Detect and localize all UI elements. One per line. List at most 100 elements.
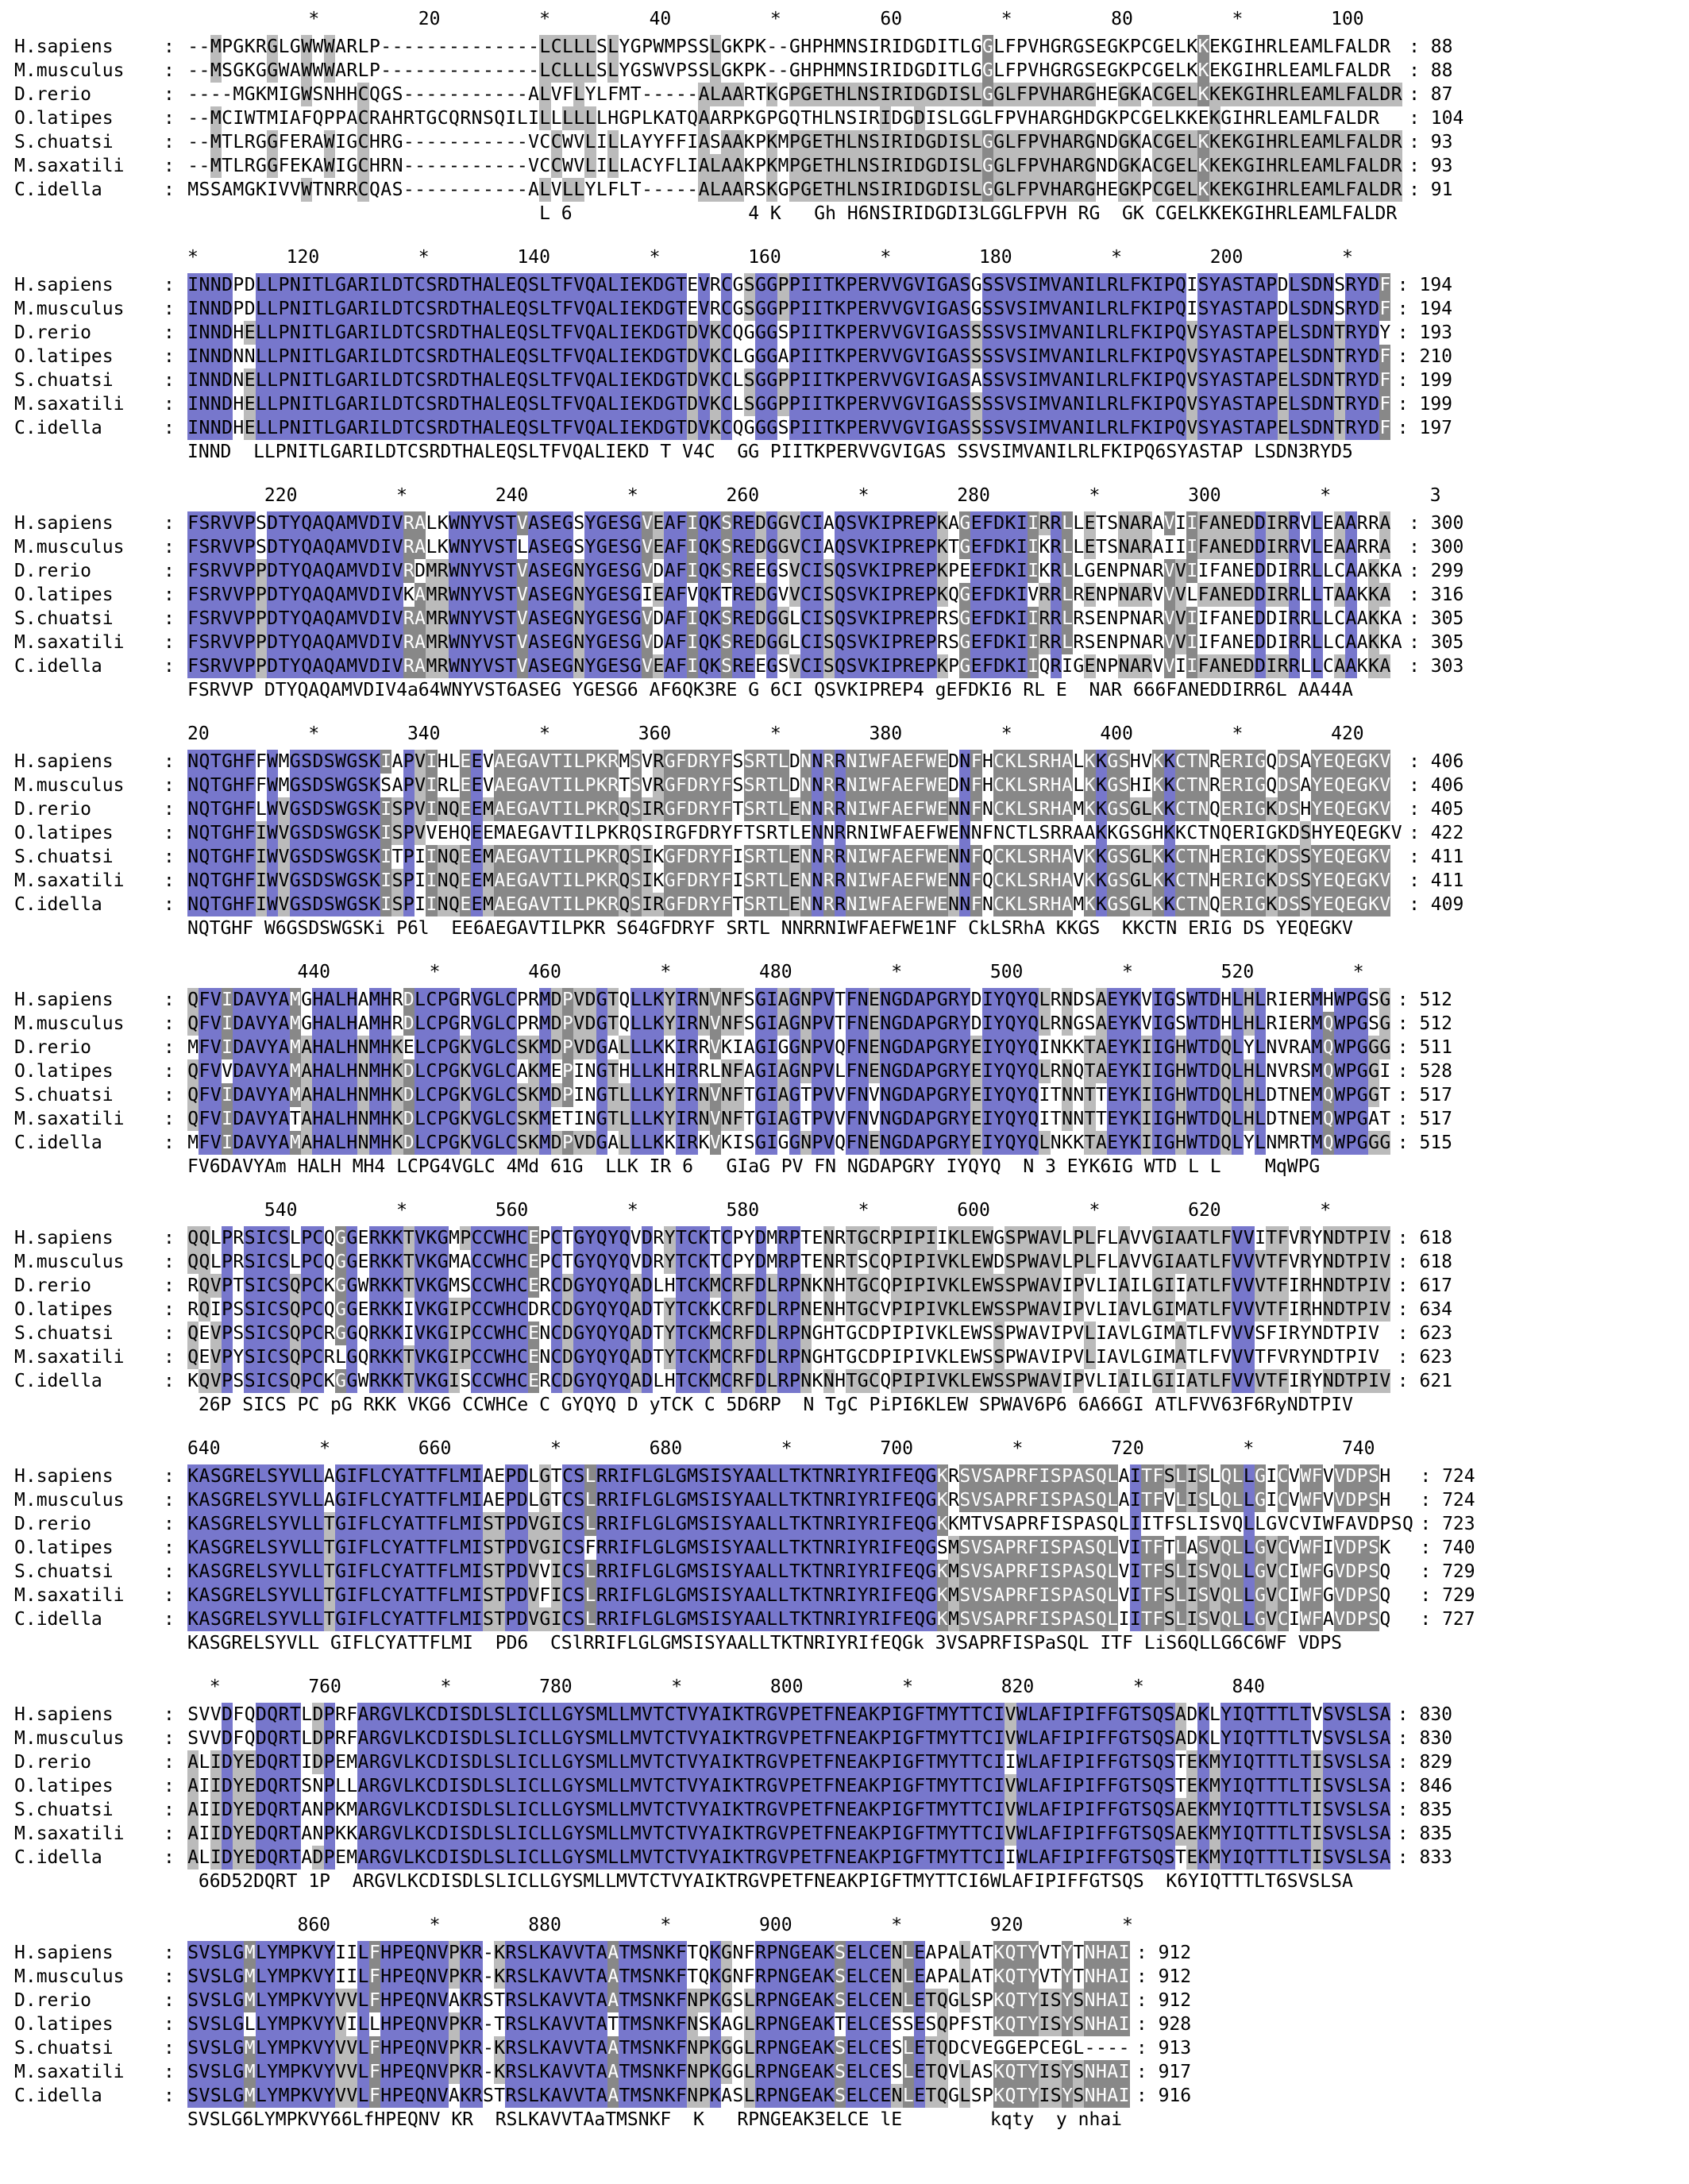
residue: N: [800, 1012, 812, 1036]
residue: -: [415, 60, 426, 81]
residue: V: [528, 132, 539, 152]
residue: V: [970, 1464, 982, 1488]
residue: A: [199, 1512, 210, 1536]
residue: W: [1333, 1059, 1346, 1083]
residue: F: [1005, 60, 1016, 81]
residue: R: [947, 1059, 960, 1083]
residue: F: [720, 845, 733, 869]
residue: V: [857, 559, 869, 583]
residue: M: [482, 869, 495, 893]
residue: Q: [1039, 656, 1051, 677]
residue: A: [947, 369, 960, 392]
residue: G: [675, 1488, 688, 1512]
residue: I: [528, 108, 539, 129]
residue: I: [1255, 823, 1266, 843]
residue: Q: [1005, 1059, 1016, 1083]
residue: P: [244, 511, 256, 535]
residue: F: [1129, 369, 1141, 392]
residue: S: [1118, 774, 1130, 797]
residue: F: [880, 774, 892, 797]
residue: I: [981, 1059, 994, 1083]
residue: E: [1322, 537, 1334, 558]
residue: D: [1107, 156, 1119, 176]
residue: V: [573, 392, 585, 416]
residue: A: [1061, 893, 1074, 916]
residue: L: [312, 1512, 324, 1536]
residue: Y: [1209, 345, 1221, 369]
residue: V: [1243, 1226, 1255, 1250]
residue: C: [800, 559, 812, 583]
residue: L: [255, 392, 268, 416]
residue: S: [494, 607, 506, 631]
residue: -: [653, 179, 665, 200]
residue: C: [720, 1322, 733, 1345]
residue: R: [754, 774, 767, 797]
residue: G: [754, 1036, 767, 1059]
residue: I: [1152, 416, 1164, 440]
residue: S: [959, 297, 971, 321]
residue: Q: [1005, 1012, 1016, 1036]
residue: K: [936, 1323, 948, 1344]
residue: R: [709, 275, 721, 295]
residue: I: [1016, 583, 1028, 607]
residue: G: [482, 1131, 495, 1155]
residue: A: [346, 297, 358, 321]
residue: V: [1379, 1369, 1391, 1393]
residue: G: [981, 59, 994, 83]
residue: A: [1311, 154, 1323, 178]
residue: A: [494, 750, 506, 774]
residue: S: [323, 869, 335, 893]
residue: C: [550, 1298, 562, 1322]
residue: K: [391, 1250, 403, 1274]
residue: R: [437, 559, 449, 583]
residue: -: [494, 179, 506, 200]
residue: R: [368, 1274, 381, 1298]
residue: R: [596, 1488, 607, 1512]
residue-track: FSRVVPPDTYQAQAMVDIVRDMRWNYVSTVASEGNYGESG…: [187, 559, 1402, 583]
residue: Y: [959, 1107, 971, 1131]
residue: E: [1300, 1085, 1312, 1106]
residue: W: [267, 797, 279, 821]
residue: D: [653, 321, 665, 345]
residue: E: [1322, 750, 1334, 774]
residue: T: [278, 535, 290, 559]
residue: A: [278, 988, 290, 1012]
residue: P: [278, 392, 290, 416]
residue: R: [698, 1037, 710, 1058]
residue: S: [993, 297, 1005, 321]
residue: R: [1288, 607, 1301, 631]
residue: S: [720, 607, 733, 631]
sequence-row: D.rerio: KASGRELSYVLLTGIFLCYATTFLMISTPDVG…: [0, 1512, 1689, 1536]
residue: G: [925, 130, 937, 154]
residue: T: [210, 750, 222, 774]
residue: G: [1118, 130, 1130, 154]
residue: K: [187, 1371, 199, 1391]
species-name: D.rerio: [14, 1037, 91, 1058]
residue: N: [1073, 416, 1085, 440]
residue: I: [300, 416, 313, 440]
residue: P: [1129, 37, 1141, 57]
residue: L: [1300, 585, 1312, 605]
residue: E: [812, 178, 823, 202]
residue: A: [1390, 632, 1402, 653]
residue: G: [573, 1345, 585, 1369]
residue: V: [1232, 1345, 1244, 1369]
residue: L: [709, 178, 721, 202]
residue: S: [391, 84, 403, 105]
residue: P: [561, 1036, 574, 1059]
residue: E: [471, 774, 483, 797]
residue: S: [1232, 345, 1244, 369]
residue: L: [335, 1347, 346, 1368]
residue: I: [947, 130, 960, 154]
residue: P: [642, 37, 653, 57]
residue: Q: [448, 797, 461, 821]
residue: F: [244, 821, 256, 845]
residue: I: [914, 1323, 926, 1344]
residue: D: [687, 869, 699, 893]
residue: R: [777, 1226, 789, 1250]
residue: P: [539, 1228, 551, 1248]
residue: G: [981, 35, 994, 59]
residue: T: [1266, 1250, 1278, 1274]
residue: M: [210, 59, 222, 83]
residue: D: [914, 154, 926, 178]
